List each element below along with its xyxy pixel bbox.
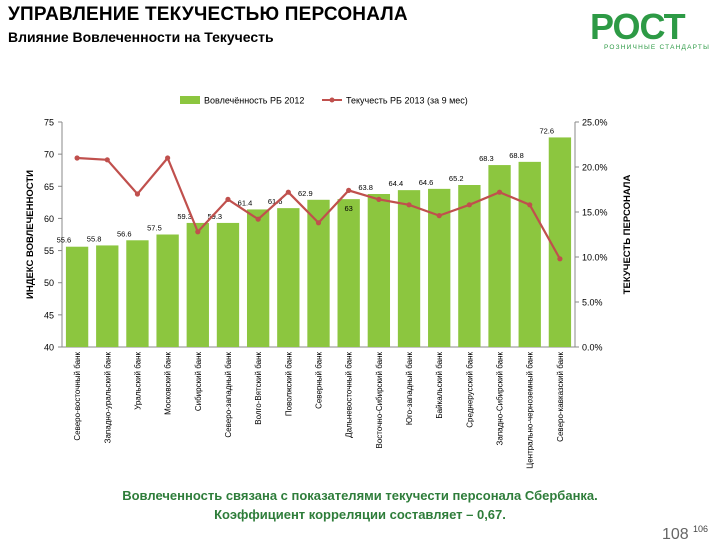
y-tick-label: 40	[44, 343, 54, 353]
bar-value-label: 72.6	[539, 126, 554, 135]
x-tick-label: Северо-восточный банк	[73, 352, 82, 441]
turnover-point	[315, 220, 322, 226]
y2-tick-label: 0.0%	[582, 343, 603, 353]
x-tick-label: Московский банк	[164, 352, 173, 415]
turnover-point	[255, 216, 261, 222]
rost-logo: РОСТ РОЗНИЧНЫЕ СТАНДАРТЫ	[590, 6, 715, 56]
bar-value-label: 61.4	[238, 198, 253, 207]
engagement-turnover-chart: 40 45 50 55 60 65 70 75 0.0% 5.0% 10.0% 15.0% 20.0% 2…	[25, 96, 633, 469]
x-tick-label: Юго-западный банк	[405, 352, 414, 426]
bar-value-label: 63	[345, 204, 353, 213]
y-tick-label: 55	[44, 246, 54, 256]
x-tick-label: Сибирский банк	[194, 352, 203, 412]
y2-tick-label: 25.0%	[582, 118, 608, 128]
bar	[428, 188, 451, 347]
y2-tick-label: 20.0%	[582, 163, 608, 173]
logo-tagline: РОЗНИЧНЫЕ СТАНДАРТЫ	[604, 44, 711, 51]
y-tick-label: 70	[44, 150, 54, 160]
bar-value-label: 62.9	[298, 189, 313, 198]
turnover-point	[496, 189, 503, 195]
bar	[216, 222, 240, 347]
page-subtitle: Влияние Вовлеченности на Текучесть	[8, 29, 274, 45]
x-tick-label: Северный банк	[315, 352, 324, 409]
turnover-point	[346, 187, 352, 193]
x-tick-label: Байкальский банк	[435, 352, 444, 419]
bar-value-label: 56.6	[117, 229, 132, 238]
turnover-point	[74, 155, 80, 161]
y-tick-label: 65	[44, 182, 54, 192]
y-tick-label: 50	[44, 278, 54, 288]
x-tick-label: Центрально-черноземный банк	[526, 352, 535, 469]
turnover-point	[557, 256, 563, 262]
turnover-point	[225, 196, 231, 202]
bar	[367, 194, 391, 347]
legend-marker-line	[329, 97, 335, 103]
x-tick-label: Уральский банк	[133, 352, 142, 410]
bar-value-label: 55.8	[87, 234, 102, 243]
legend-label-bars: Вовлечённость РБ 2012	[204, 96, 304, 106]
turnover-point	[527, 202, 533, 208]
x-tick-label: Северо-кавказский банк	[556, 352, 565, 442]
bar-value-label: 64.4	[389, 179, 404, 188]
bar	[518, 161, 541, 347]
turnover-point	[104, 157, 110, 163]
bar-value-label: 59.3	[177, 212, 192, 221]
bar	[397, 190, 421, 347]
bar-value-label: 68.8	[509, 151, 524, 160]
ghost-page-number: 108	[662, 526, 689, 543]
turnover-point	[134, 191, 141, 197]
bar-value-label: 55.6	[57, 236, 72, 245]
turnover-point	[376, 196, 382, 202]
bar	[488, 165, 511, 347]
bar-value-label: 63.8	[358, 183, 373, 192]
bar	[246, 209, 270, 347]
bar	[186, 222, 209, 347]
y-axis-title: ИНДЕКС ВОВЛЕЧЕННОСТИ	[25, 170, 36, 299]
x-tick-label: Западно-Сибирский банк	[496, 352, 505, 446]
bar	[65, 246, 89, 347]
x-tick-label: Поволжский банк	[284, 352, 293, 417]
bar-value-label: 57.5	[147, 224, 162, 233]
x-tick-label: Северо-западный банк	[224, 352, 233, 438]
x-tick-label: Волго-Вятский банк	[254, 352, 263, 425]
y2-axis-title: ТЕКУЧЕСТЬ ПЕРСОНАЛА	[622, 175, 633, 295]
turnover-point	[195, 229, 201, 235]
legend-label-line: Текучесть РБ 2013 (за 9 мес)	[346, 96, 468, 106]
bar	[277, 208, 300, 347]
turnover-point	[436, 213, 442, 219]
bar-value-label: 64.6	[419, 178, 434, 187]
y2-tick-label: 15.0%	[582, 208, 608, 218]
page-number: 106	[692, 524, 708, 534]
y-tick-label: 75	[44, 118, 54, 128]
y2-tick-label: 10.0%	[582, 253, 608, 263]
bar-value-label: 65.2	[449, 174, 464, 183]
conclusion-line-2: Коэффициент корреляции составляет – 0,67…	[214, 507, 506, 522]
bar	[307, 199, 330, 347]
turnover-point	[285, 189, 291, 195]
bar	[548, 137, 572, 347]
bar	[156, 234, 179, 347]
conclusion-text: Вовлеченность связана с показателями тек…	[0, 486, 720, 524]
conclusion-line-1: Вовлеченность связана с показателями тек…	[122, 488, 598, 503]
bar	[458, 185, 481, 347]
y-tick-label: 45	[44, 310, 54, 320]
legend-swatch-bars	[180, 96, 200, 104]
turnover-point	[466, 202, 472, 208]
x-tick-label: Западно-уральский банк	[103, 352, 112, 444]
bar	[337, 199, 360, 347]
bar	[126, 240, 149, 347]
logo-wordmark: РОСТ	[590, 6, 686, 47]
bar-value-label: 61.6	[268, 197, 283, 206]
bar-value-label: 68.3	[479, 154, 494, 163]
turnover-point	[165, 155, 171, 161]
x-tick-label: Среднерусский банк	[465, 352, 474, 428]
x-tick-label: Дальневосточный банк	[345, 352, 354, 438]
x-tick-label: Восточно-Сибирский банк	[375, 352, 384, 449]
turnover-point	[406, 202, 412, 208]
page-title: УПРАВЛЕНИЕ ТЕКУЧЕСТЬЮ ПЕРСОНАЛА	[8, 4, 408, 25]
y-tick-label: 60	[44, 214, 54, 224]
bar	[96, 245, 119, 347]
bar-value-label: 59.3	[208, 212, 223, 221]
y2-tick-label: 5.0%	[582, 298, 603, 308]
